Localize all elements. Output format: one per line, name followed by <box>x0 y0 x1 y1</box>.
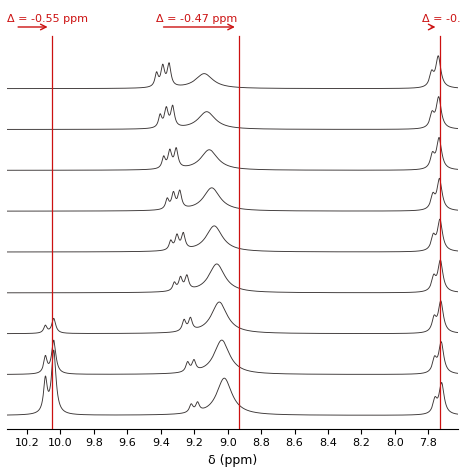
Text: Δ = -0.55 ppm: Δ = -0.55 ppm <box>7 14 88 24</box>
Text: Δ = -0.47 ppm: Δ = -0.47 ppm <box>156 14 237 24</box>
X-axis label: δ (ppm): δ (ppm) <box>208 454 257 467</box>
Text: Δ = -0.: Δ = -0. <box>421 14 460 24</box>
